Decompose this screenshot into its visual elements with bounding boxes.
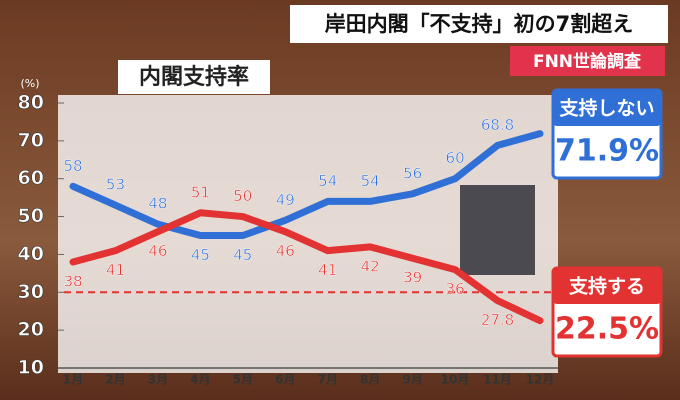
y-tick-label: 30 [18, 281, 44, 303]
data-label: 56 [403, 164, 422, 182]
y-tick-label: 50 [18, 205, 44, 227]
series-line [69, 130, 544, 239]
legend-header [553, 90, 661, 126]
photo [460, 185, 535, 275]
x-tick-label: 4月 [190, 373, 210, 387]
data-label: 45 [233, 246, 252, 264]
title-box [290, 5, 668, 43]
source-box [510, 46, 665, 76]
y-tick-label: 70 [18, 129, 44, 151]
data-label: 46 [148, 242, 167, 260]
y-tick-label: 20 [18, 319, 44, 341]
data-label: 42 [361, 257, 380, 275]
data-label: 51 [191, 183, 210, 201]
latest-value: 22.5% [555, 312, 659, 347]
source: FNN世論調査 [533, 51, 642, 72]
data-label: 36 [446, 280, 465, 298]
data-label: 50 [233, 187, 252, 205]
x-tick-label: 6月 [275, 373, 295, 387]
data-label: 46 [276, 242, 295, 260]
data-label: 54 [361, 172, 380, 190]
x-tick-label: 3月 [148, 373, 168, 387]
data-label: 41 [318, 261, 337, 279]
series-line [69, 209, 544, 325]
x-tick-label: 8月 [360, 373, 380, 387]
data-label: 58 [63, 157, 82, 175]
data-label: 68.8 [481, 116, 514, 134]
legend-label: 支持する [568, 275, 645, 298]
chart-title: 岸田内閣「不支持」初の7割超え [325, 12, 634, 36]
data-label: 48 [148, 195, 167, 213]
legend-label: 支持しない [558, 97, 654, 120]
latest-value: 71.9% [555, 134, 659, 169]
legend-header [553, 268, 661, 304]
subtitle: 内閣支持率 [139, 64, 249, 90]
y-tick-label: 80 [18, 92, 44, 114]
data-label: 60 [446, 149, 465, 167]
data-label: 39 [403, 269, 422, 287]
data-label: 53 [106, 176, 125, 194]
x-tick-label: 2月 [105, 373, 125, 387]
plot: 10 20 30 40 50 60 70 80 1月 2月 3月 4月 5月 6月 7月 8月 9月 10月 11月… [17, 91, 558, 387]
data-label: 54 [318, 172, 337, 190]
data-label: 49 [276, 191, 295, 209]
data-label: 27.8 [481, 311, 514, 329]
x-tick-label: 9月 [402, 373, 422, 387]
y-tick-label: 40 [18, 243, 44, 265]
x-tick-label: 12月 [526, 373, 555, 387]
subtitle-box [118, 60, 270, 94]
y-unit: (%) [20, 77, 39, 90]
x-tick-label: 1月 [63, 373, 83, 387]
y-tick-label: 10 [18, 357, 44, 379]
data-label: 41 [106, 261, 125, 279]
x-tick-label: 5月 [233, 373, 253, 387]
y-tick-label: 60 [18, 167, 44, 189]
x-tick-label: 11月 [483, 373, 512, 387]
x-tick-label: 7月 [318, 373, 338, 387]
data-label: 45 [191, 246, 210, 264]
data-label: 38 [63, 273, 82, 291]
x-tick-label: 10月 [441, 373, 470, 387]
